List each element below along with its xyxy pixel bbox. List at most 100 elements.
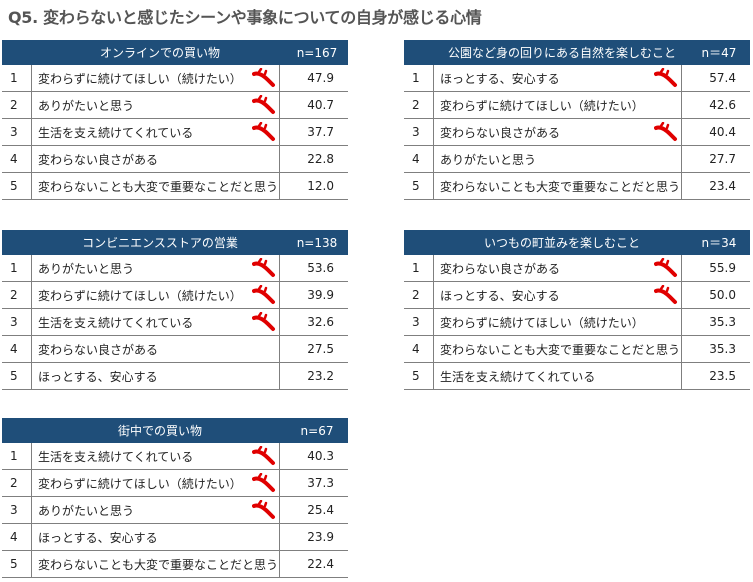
rank-number: 2 (404, 92, 434, 118)
table-row: 1 ありがたいと思う 53.6 (2, 255, 348, 282)
feeling-label: 変わらない良さがある (434, 119, 682, 145)
table-row: 1 ほっとする、安心する 57.4 (404, 65, 750, 92)
table-row: 4 ありがたいと思う 27.7 (404, 146, 750, 173)
check-mark-icon (654, 257, 678, 278)
feeling-label: 変わらないことも大変で重要なことだと思う (434, 173, 682, 199)
feeling-label: ほっとする、安心する (434, 282, 682, 308)
feeling-label: ありがたいと思う (32, 92, 280, 118)
table-title: 公園など身の回りにある自然を楽しむこと (447, 46, 676, 60)
percentage-value: 37.7 (307, 125, 334, 139)
table-row: 3 変わらずに続けてほしい（続けたい） 35.3 (404, 309, 750, 336)
rank-number: 4 (404, 146, 434, 172)
table-row: 2 変わらずに続けてほしい（続けたい） 42.6 (404, 92, 750, 119)
feeling-label: ありがたいと思う (32, 255, 280, 281)
rank-number: 4 (2, 146, 32, 172)
check-mark-icon (252, 257, 276, 278)
feeling-label: 変わらない良さがある (32, 336, 280, 362)
rank-number: 1 (2, 443, 32, 469)
feeling-label: 生活を支え続けてくれている (32, 309, 280, 335)
ranking-table: コンビニエンスストアの営業 n=138 1 ありがたいと思う 53.6 2 変わらずに続けて… (2, 230, 348, 390)
table-row: 5 生活を支え続けてくれている 23.5 (404, 363, 750, 390)
ranking-table: オンラインでの買い物 n=167 1 変わらずに続けてほしい（続けたい） 47.9 2 あり… (2, 40, 348, 200)
table-row: 5 変わらないことも大変で重要なことだと思う 23.4 (404, 173, 750, 200)
percentage-value: 40.4 (709, 125, 736, 139)
rank-number: 1 (404, 255, 434, 281)
table-row: 3 生活を支え続けてくれている 37.7 (2, 119, 348, 146)
sample-size: n＝34 (701, 236, 737, 250)
percentage-value: 53.6 (307, 261, 334, 275)
feeling-label: ありがたいと思う (434, 146, 682, 172)
feeling-label: 変わらないことも大変で重要なことだと思う (32, 173, 280, 199)
rank-number: 2 (2, 282, 32, 308)
feeling-label: 生活を支え続けてくれている (32, 443, 280, 469)
sample-size: n=167 (296, 45, 338, 60)
table-title: いつもの町並みを楽しむこと (483, 236, 640, 250)
percentage-value: 23.2 (307, 369, 334, 383)
rank-number: 3 (404, 119, 434, 145)
percentage-value: 23.5 (709, 369, 736, 383)
percentage-value: 39.9 (307, 288, 334, 302)
table-header: 街中での買い物 n=67 (2, 418, 348, 443)
rank-number: 3 (2, 309, 32, 335)
table-row: 2 ありがたいと思う 40.7 (2, 92, 348, 119)
table-header: オンラインでの買い物 n=167 (2, 40, 348, 65)
rank-number: 4 (404, 336, 434, 362)
rank-number: 4 (2, 336, 32, 362)
percentage-value: 40.3 (307, 449, 334, 463)
table-row: 3 変わらない良さがある 40.4 (404, 119, 750, 146)
rank-number: 5 (2, 173, 32, 199)
rank-number: 4 (2, 524, 32, 550)
percentage-value: 27.5 (307, 342, 334, 356)
check-mark-icon (252, 94, 276, 115)
feeling-label: 変わらずに続けてほしい（続けたい） (434, 92, 682, 118)
feeling-label: ほっとする、安心する (32, 524, 280, 550)
rank-number: 5 (404, 173, 434, 199)
feeling-label: 変わらずに続けてほしい（続けたい） (32, 282, 280, 308)
feeling-label: 変わらないことも大変で重要なことだと思う (32, 551, 280, 577)
percentage-value: 12.0 (307, 179, 334, 193)
rank-number: 2 (404, 282, 434, 308)
check-mark-icon (252, 284, 276, 305)
check-mark-icon (654, 121, 678, 142)
check-mark-icon (252, 445, 276, 466)
table-row: 4 ほっとする、安心する 23.9 (2, 524, 348, 551)
table-title: 街中での買い物 (117, 424, 202, 438)
feeling-label: 変わらない良さがある (32, 146, 280, 172)
percentage-value: 50.0 (709, 288, 736, 302)
rank-number: 3 (2, 119, 32, 145)
table-row: 5 変わらないことも大変で重要なことだと思う 12.0 (2, 173, 348, 200)
table-row: 3 ありがたいと思う 25.4 (2, 497, 348, 524)
percentage-value: 22.4 (307, 557, 334, 571)
table-row: 4 変わらない良さがある 27.5 (2, 336, 348, 363)
rank-number: 3 (2, 497, 32, 523)
rank-number: 2 (2, 92, 32, 118)
check-mark-icon (252, 67, 276, 88)
percentage-value: 32.6 (307, 315, 334, 329)
percentage-value: 55.9 (709, 261, 736, 275)
ranking-table: 街中での買い物 n=67 1 生活を支え続けてくれている 40.3 2 変わらずに続けてほし… (2, 418, 348, 578)
feeling-label: 生活を支え続けてくれている (434, 363, 682, 389)
table-row: 5 ほっとする、安心する 23.2 (2, 363, 348, 390)
rank-number: 2 (2, 470, 32, 496)
feeling-label: ほっとする、安心する (32, 363, 280, 389)
percentage-value: 37.3 (307, 476, 334, 490)
table-row: 1 変わらずに続けてほしい（続けたい） 47.9 (2, 65, 348, 92)
table-row: 2 変わらずに続けてほしい（続けたい） 39.9 (2, 282, 348, 309)
check-mark-icon (252, 472, 276, 493)
percentage-value: 40.7 (307, 98, 334, 112)
table-row: 4 変わらない良さがある 22.8 (2, 146, 348, 173)
feeling-label: 変わらない良さがある (434, 255, 682, 281)
percentage-value: 57.4 (709, 71, 736, 85)
table-header: 公園など身の回りにある自然を楽しむこと n＝47 (404, 40, 750, 65)
table-header: コンビニエンスストアの営業 n=138 (2, 230, 348, 255)
table-row: 3 生活を支え続けてくれている 32.6 (2, 309, 348, 336)
rank-number: 5 (2, 551, 32, 577)
feeling-label: 変わらないことも大変で重要なことだと思う (434, 336, 682, 362)
rank-number: 5 (404, 363, 434, 389)
table-title: オンラインでの買い物 (99, 46, 220, 60)
feeling-label: 生活を支え続けてくれている (32, 119, 280, 145)
percentage-value: 25.4 (307, 503, 334, 517)
table-header: いつもの町並みを楽しむこと n＝34 (404, 230, 750, 255)
feeling-label: 変わらずに続けてほしい（続けたい） (434, 309, 682, 335)
feeling-label: ほっとする、安心する (434, 65, 682, 91)
